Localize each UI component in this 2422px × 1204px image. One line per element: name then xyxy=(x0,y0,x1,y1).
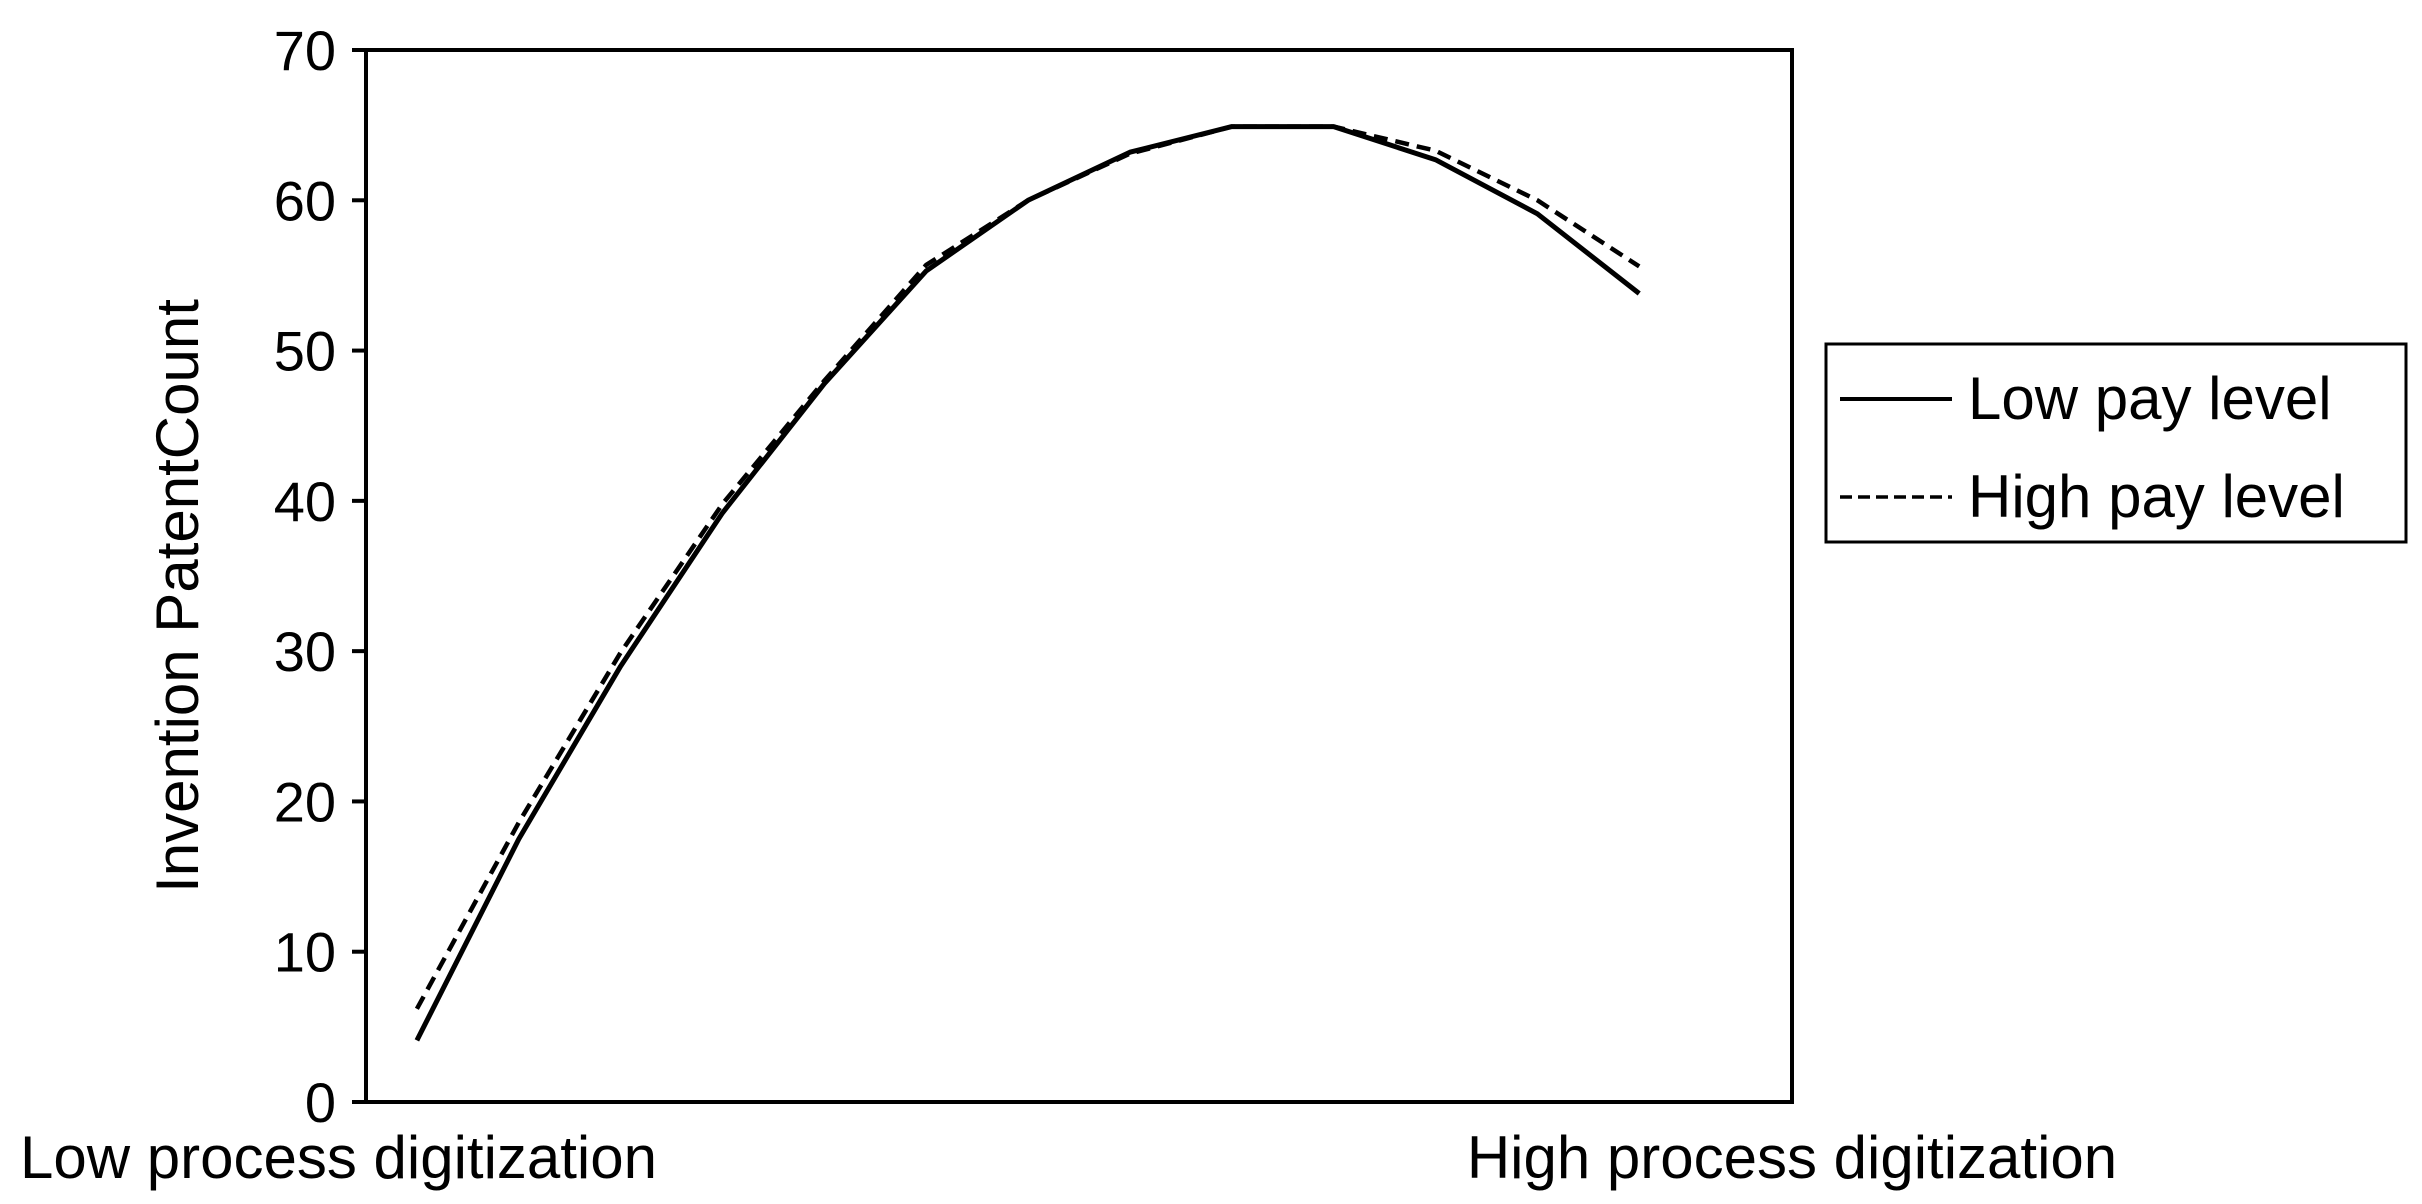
plot-area-frame xyxy=(364,48,1794,1104)
y-axis-ticks xyxy=(352,48,366,1104)
legend-label-high-pay: High pay level xyxy=(1968,463,2345,530)
y-tick-label-70: 70 xyxy=(274,19,336,82)
y-axis-title: Invention PatentCount xyxy=(144,299,211,893)
y-tick-label-10: 10 xyxy=(274,921,336,984)
y-tick-label-0: 0 xyxy=(305,1071,336,1134)
y-tick-label-40: 40 xyxy=(274,470,336,533)
x-axis-label-low: Low process digitization xyxy=(20,1124,657,1191)
series-line-high-pay xyxy=(414,124,1641,1010)
y-tick-label-60: 60 xyxy=(274,169,336,232)
legend: Low pay level High pay level xyxy=(1824,342,2408,544)
y-axis-tick-labels: 0 10 20 30 40 50 60 70 xyxy=(274,19,336,1134)
y-tick-label-50: 50 xyxy=(274,320,336,383)
series-lines xyxy=(414,124,1641,1042)
series-line-low-pay xyxy=(414,124,1641,1042)
y-tick-label-20: 20 xyxy=(274,770,336,833)
x-axis-label-high: High process digitization xyxy=(1467,1124,2117,1191)
legend-box xyxy=(1824,342,2408,544)
y-tick-label-30: 30 xyxy=(274,620,336,683)
legend-label-low-pay: Low pay level xyxy=(1968,365,2332,432)
